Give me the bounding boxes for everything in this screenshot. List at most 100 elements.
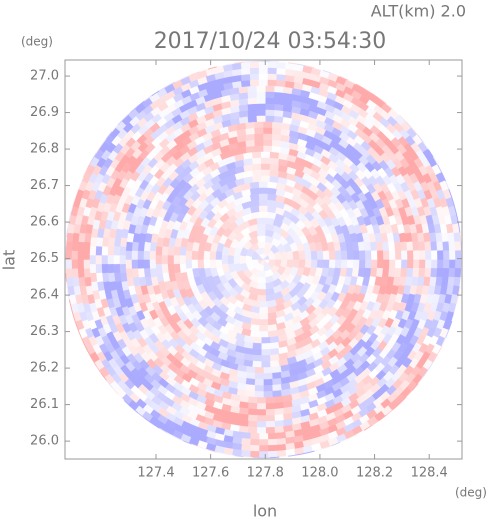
velocity-cell xyxy=(419,250,426,260)
velocity-cell xyxy=(274,420,284,428)
velocity-cell xyxy=(137,241,145,252)
velocity-cell xyxy=(227,254,234,265)
velocity-cell xyxy=(271,390,282,398)
velocity-cell xyxy=(430,241,438,251)
velocity-cell xyxy=(185,250,193,260)
velocity-cell xyxy=(71,259,78,269)
velocity-cell xyxy=(258,439,269,446)
velocity-cell xyxy=(254,127,264,135)
velocity-cell xyxy=(101,236,110,247)
velocity-cell xyxy=(101,245,109,256)
velocity-cell xyxy=(101,263,109,274)
velocity-cell xyxy=(424,267,432,278)
velocity-cell xyxy=(394,267,402,278)
velocity-cell xyxy=(249,181,260,189)
velocity-cell xyxy=(265,408,275,416)
velocity-cell xyxy=(249,79,260,87)
velocity-cell xyxy=(274,103,284,111)
velocity-cell xyxy=(382,259,390,269)
velocity-cell xyxy=(251,151,262,159)
velocity-cell xyxy=(261,361,271,368)
velocity-cell xyxy=(254,139,264,147)
velocity-cell xyxy=(322,250,330,260)
velocity-cell xyxy=(443,250,450,260)
velocity-cell xyxy=(256,97,266,104)
velocity-cell xyxy=(346,259,354,269)
velocity-cell xyxy=(453,232,461,243)
velocity-cell xyxy=(258,79,269,86)
velocity-cell xyxy=(271,371,282,380)
velocity-cell xyxy=(256,115,266,122)
velocity-cell xyxy=(256,397,266,404)
velocity-cell xyxy=(263,121,273,128)
velocity-cell xyxy=(263,139,273,147)
velocity-cell xyxy=(95,254,102,265)
velocity-cell xyxy=(247,85,258,93)
velocity-cell xyxy=(95,263,103,274)
velocity-cell xyxy=(149,241,158,252)
velocity-cell xyxy=(256,109,266,116)
velocity-cell xyxy=(358,259,366,269)
velocity-cell xyxy=(245,365,256,374)
y-unit: (deg) xyxy=(21,35,53,49)
velocity-cell xyxy=(271,378,282,386)
velocity-cell xyxy=(137,259,145,269)
velocity-cell xyxy=(258,433,269,440)
velocity-cell xyxy=(425,259,432,269)
velocity-cell xyxy=(245,390,256,398)
velocity-cell xyxy=(161,245,169,256)
velocity-cell xyxy=(256,85,266,92)
velocity-cell xyxy=(328,250,336,260)
velocity-cell xyxy=(251,360,262,368)
velocity-cell xyxy=(252,175,262,183)
velocity-cell xyxy=(252,342,262,350)
velocity-cell xyxy=(254,378,264,386)
velocity-cell xyxy=(89,272,98,283)
velocity-cell xyxy=(258,67,269,74)
velocity-cell xyxy=(77,241,85,252)
velocity-cell xyxy=(425,250,432,260)
velocity-cell xyxy=(271,139,282,148)
velocity-cell xyxy=(395,250,402,260)
velocity-cell xyxy=(252,354,262,362)
velocity-cell xyxy=(276,79,287,88)
velocity-cell xyxy=(453,276,461,287)
velocity-cell xyxy=(322,259,330,269)
velocity-cell xyxy=(267,450,278,458)
velocity-cell xyxy=(155,245,163,256)
velocity-cell xyxy=(252,456,262,459)
velocity-cell xyxy=(149,259,157,269)
velocity-cell xyxy=(83,250,90,260)
plot-frame xyxy=(64,59,463,460)
velocity-cell xyxy=(256,91,266,98)
velocity-cell xyxy=(107,263,115,274)
velocity-cell xyxy=(271,121,282,129)
velocity-cell xyxy=(375,267,384,278)
velocity-cell xyxy=(245,133,256,141)
velocity-cell xyxy=(252,169,262,177)
velocity-cell xyxy=(261,163,271,170)
velocity-cell xyxy=(197,259,205,269)
velocity-cell xyxy=(271,384,282,392)
velocity-cell xyxy=(249,444,260,452)
velocity-cell xyxy=(267,432,278,440)
x-tick-label: 128.0 xyxy=(301,466,338,481)
velocity-cell xyxy=(271,145,282,154)
velocity-cell xyxy=(271,133,282,141)
velocity-cell xyxy=(131,267,139,278)
velocity-cell xyxy=(256,229,266,237)
velocity-cell xyxy=(252,163,262,171)
velocity-cell xyxy=(418,267,426,278)
velocity-cell xyxy=(143,259,151,269)
velocity-cell xyxy=(269,348,280,356)
velocity-cell xyxy=(265,402,275,410)
y-tick-label: 26.1 xyxy=(30,397,59,412)
y-tick-label: 26.0 xyxy=(30,434,59,449)
velocity-cell xyxy=(274,85,285,93)
velocity-cell xyxy=(436,267,444,278)
velocity-cell xyxy=(269,360,280,368)
velocity-cell xyxy=(240,79,251,88)
velocity-cell xyxy=(258,301,269,308)
velocity-cell xyxy=(258,61,269,68)
